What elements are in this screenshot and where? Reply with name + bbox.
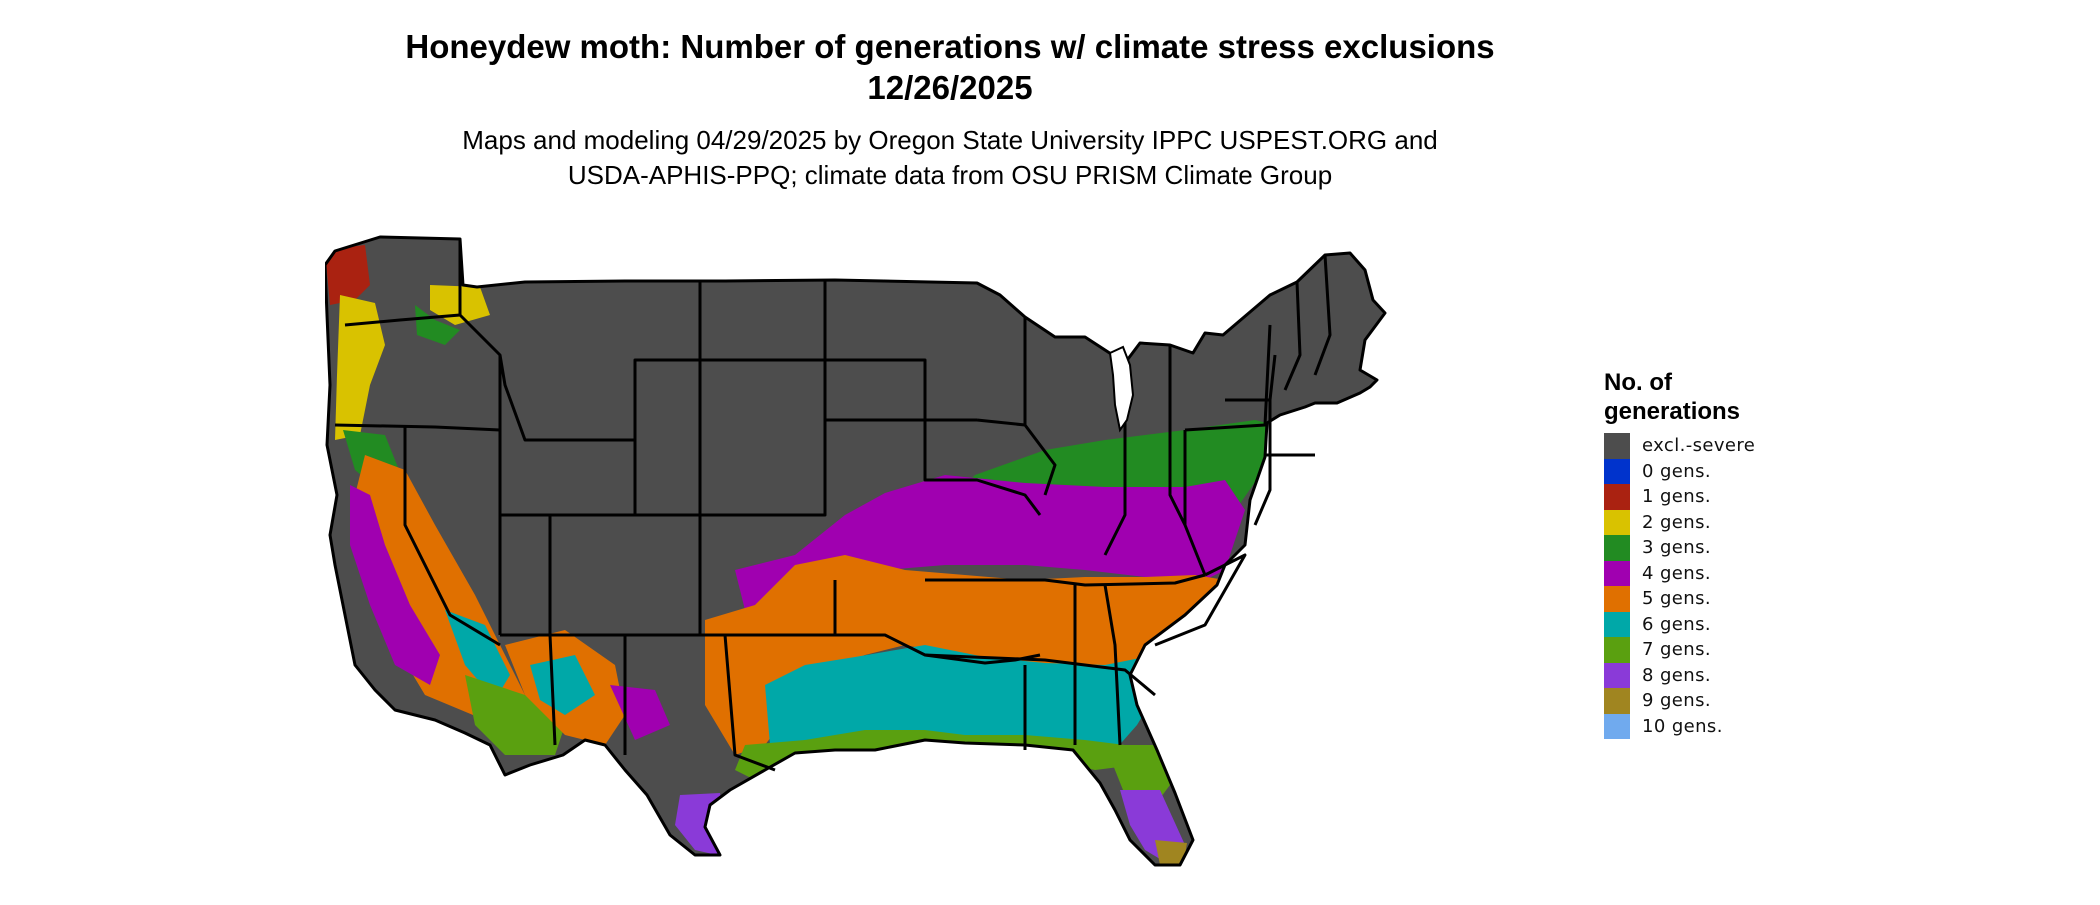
legend-title-line-1: No. of: [1604, 369, 1672, 396]
legend-swatch: [1604, 433, 1630, 459]
legend-label: 0 gens.: [1642, 460, 1711, 482]
legend-label: 9 gens.: [1642, 690, 1711, 712]
legend-label: 6 gens.: [1642, 613, 1711, 635]
map-title: Honeydew moth: Number of generations w/ …: [0, 26, 1900, 108]
legend-swatch: [1604, 662, 1630, 688]
legend-title: No. of generations: [1604, 368, 1755, 426]
legend-swatch: [1604, 713, 1630, 739]
zone-3-gens-columbia: [415, 305, 460, 345]
legend-item: 0 gens.: [1604, 458, 1755, 484]
legend-item: 4 gens.: [1604, 560, 1755, 586]
zone-4-gens-california: [350, 485, 440, 685]
legend-item: excl.-severe: [1604, 433, 1755, 459]
us-generations-map: [325, 235, 1387, 867]
legend-label: 8 gens.: [1642, 664, 1711, 686]
legend-item: 9 gens.: [1604, 688, 1755, 714]
legend-label: 3 gens.: [1642, 537, 1711, 559]
legend-swatch: [1604, 688, 1630, 714]
map-subtitle-line-1: Maps and modeling 04/29/2025 by Oregon S…: [462, 125, 1438, 155]
legend-item: 3 gens.: [1604, 535, 1755, 561]
legend-swatch: [1604, 637, 1630, 663]
legend-item: 6 gens.: [1604, 611, 1755, 637]
legend-label: 7 gens.: [1642, 639, 1711, 661]
legend-swatch: [1604, 509, 1630, 535]
legend-label: 10 gens.: [1642, 715, 1723, 737]
legend-label: excl.-severe: [1642, 435, 1756, 457]
legend-label: 4 gens.: [1642, 562, 1711, 584]
legend-label: 2 gens.: [1642, 511, 1711, 533]
zone-9-gens-florida-tip: [1155, 840, 1187, 865]
legend-item: 2 gens.: [1604, 509, 1755, 535]
zone-7-gens-gulf: [735, 730, 1135, 785]
legend-swatch: [1604, 484, 1630, 510]
lake-michigan: [1108, 345, 1135, 433]
legend-swatch: [1604, 458, 1630, 484]
zone-6-gens-arizona: [530, 655, 595, 715]
legend-item: 8 gens.: [1604, 662, 1755, 688]
state-boundaries: [325, 235, 1387, 867]
legend-swatch: [1604, 586, 1630, 612]
zone-7-gens-southwest: [465, 675, 565, 755]
legend-items: excl.-severe 0 gens. 1 gens. 2 gens. 3 g…: [1604, 433, 1755, 739]
legend-title-line-2: generations: [1604, 398, 1741, 425]
legend-label: 1 gens.: [1642, 486, 1711, 508]
map-legend: No. of generations excl.-severe 0 gens. …: [1604, 368, 1755, 739]
legend-swatch: [1604, 560, 1630, 586]
map-subtitle-line-2: USDA-APHIS-PPQ; climate data from OSU PR…: [567, 160, 1333, 190]
map-subtitle: Maps and modeling 04/29/2025 by Oregon S…: [0, 123, 1900, 193]
zone-2-gens-west-coast: [335, 295, 385, 440]
legend-item: 5 gens.: [1604, 586, 1755, 612]
map-title-date: 12/26/2025: [867, 69, 1033, 106]
legend-item: 1 gens.: [1604, 484, 1755, 510]
map-title-line-1: Honeydew moth: Number of generations w/ …: [405, 28, 1495, 65]
legend-swatch: [1604, 535, 1630, 561]
legend-swatch: [1604, 611, 1630, 637]
zone-1-gens-northwest: [325, 245, 370, 305]
legend-label: 5 gens.: [1642, 588, 1711, 610]
zone-6-gens-california: [445, 610, 510, 700]
legend-item: 7 gens.: [1604, 637, 1755, 663]
zone-4-gens-band: [735, 475, 1245, 665]
legend-item: 10 gens.: [1604, 713, 1755, 739]
